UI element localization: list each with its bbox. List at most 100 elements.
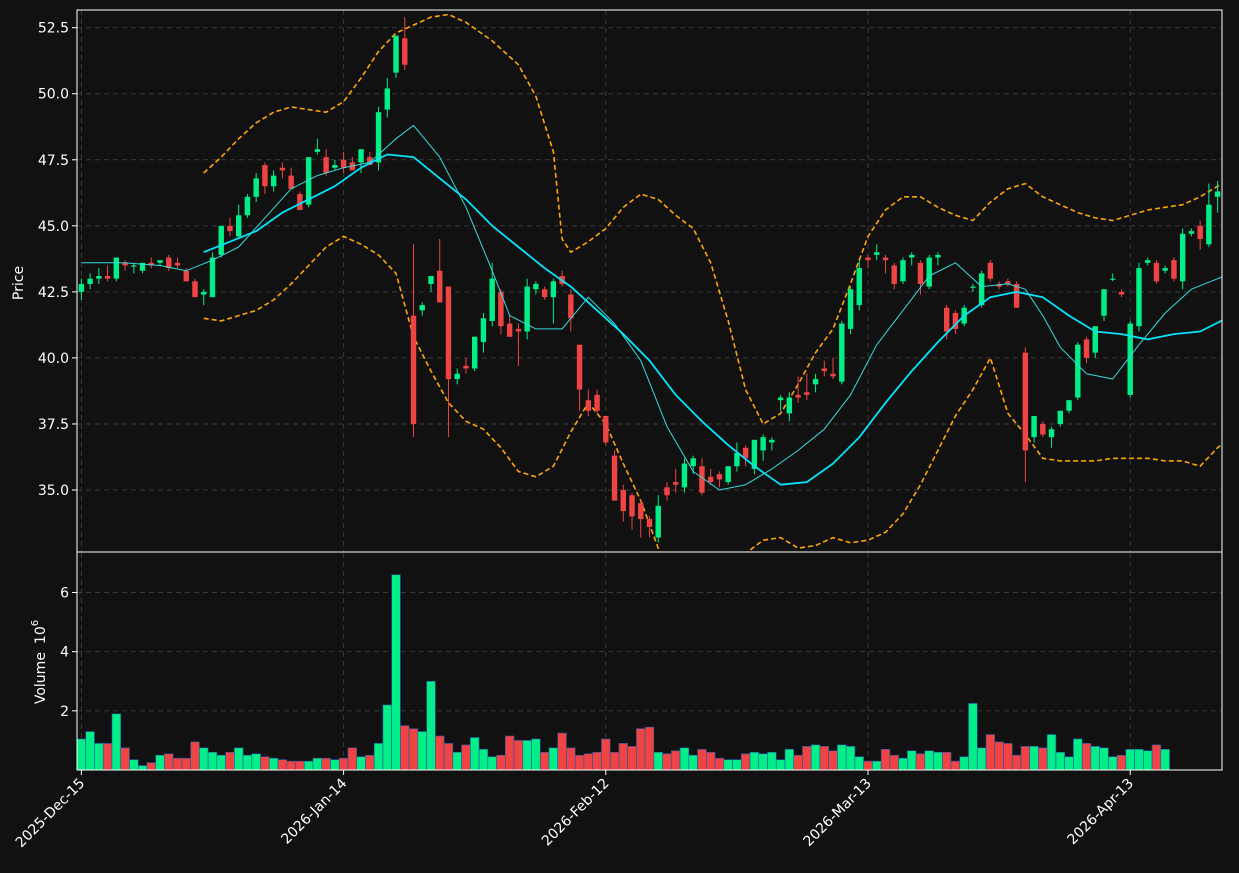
- volume-bar: [443, 743, 454, 770]
- volume-bar: [94, 743, 104, 770]
- candle-body: [1040, 423, 1046, 435]
- candle-body: [1075, 344, 1081, 398]
- volume-bar: [697, 748, 707, 770]
- candle-body: [297, 194, 303, 210]
- volume-bar: [880, 748, 891, 770]
- candle-body: [148, 262, 155, 266]
- candle-body: [218, 225, 224, 255]
- volume-bar: [129, 759, 139, 770]
- candle-body: [594, 394, 600, 411]
- volume-bar: [199, 747, 209, 770]
- volume-bar: [1046, 734, 1057, 770]
- volume-bar: [679, 747, 690, 770]
- volume-bar: [164, 753, 174, 770]
- volume-bar: [1134, 748, 1144, 770]
- volume-bar: [793, 754, 803, 770]
- price-tick-label: 40.0: [38, 351, 69, 367]
- volume-bar: [889, 754, 899, 770]
- candle-body: [1179, 233, 1186, 282]
- volume-bar: [539, 751, 550, 770]
- volume-bar: [102, 743, 113, 770]
- volume-bar: [146, 762, 156, 770]
- candle-body: [419, 305, 425, 311]
- candle-body: [716, 474, 723, 480]
- candle-body: [935, 254, 941, 258]
- candle-body: [384, 88, 390, 110]
- volume-axis-label: Volume: [33, 652, 49, 704]
- candle-body: [305, 157, 312, 205]
- volume-bar: [592, 751, 602, 770]
- volume-bar: [601, 738, 611, 770]
- volume-bar: [111, 713, 122, 770]
- sma-fast-line: [81, 124, 1222, 491]
- candle-body: [664, 487, 670, 496]
- volume-bar: [1020, 746, 1031, 770]
- candle-body: [1005, 281, 1011, 284]
- volume-bar: [959, 756, 969, 770]
- candle-body: [978, 273, 985, 306]
- candle-body: [471, 336, 478, 369]
- candle-body: [332, 165, 338, 168]
- candle-body: [620, 490, 626, 512]
- candle-body: [104, 276, 111, 279]
- volume-bar: [994, 741, 1004, 770]
- candle-body: [122, 262, 128, 266]
- candle-body: [87, 278, 93, 284]
- volume-bar: [487, 756, 497, 770]
- candle-body: [209, 257, 216, 298]
- volume-bar: [277, 759, 288, 770]
- volume-bar: [1055, 751, 1065, 770]
- candle-body: [629, 495, 635, 517]
- volume-bar: [609, 751, 620, 770]
- candle-body: [1206, 204, 1212, 245]
- candle-body: [1136, 268, 1142, 327]
- price-tick-label: 52.5: [38, 21, 69, 37]
- volume-tick-label: 2: [60, 704, 69, 720]
- candle-body: [882, 257, 889, 261]
- volume-bar: [1090, 746, 1100, 770]
- candle-body: [515, 328, 522, 332]
- volume-bar: [854, 756, 864, 770]
- volume-bar: [644, 726, 655, 770]
- volume-bar: [452, 751, 462, 770]
- volume-bar: [408, 728, 419, 770]
- candle-body: [428, 276, 434, 284]
- price-tick-label: 45.0: [38, 219, 69, 235]
- candle-body: [463, 365, 469, 369]
- candle-body: [192, 281, 198, 298]
- volume-bar: [461, 744, 471, 770]
- candle-body: [1101, 289, 1107, 316]
- candle-body: [804, 392, 810, 395]
- candle-body: [1083, 339, 1090, 358]
- candle-body: [454, 373, 460, 380]
- volume-bar: [845, 746, 856, 770]
- candle-body: [541, 289, 548, 298]
- volume-bar: [1160, 748, 1170, 770]
- volume-bar: [356, 756, 366, 770]
- candle-body: [611, 455, 618, 501]
- candle-body: [393, 35, 399, 73]
- volume-bar: [636, 728, 646, 770]
- candle-body: [358, 149, 364, 163]
- volume-bar: [775, 759, 786, 770]
- volume-bar: [216, 754, 226, 770]
- candle-body: [830, 373, 836, 377]
- volume-bar: [933, 751, 943, 770]
- candle-body: [235, 215, 242, 237]
- volume-bar: [740, 753, 751, 770]
- volume-bar: [1099, 747, 1109, 770]
- volume-bar: [260, 756, 270, 770]
- candle-body: [1118, 291, 1125, 295]
- candle-body: [568, 294, 574, 319]
- volume-grid: [77, 553, 1222, 770]
- volume-bar: [77, 738, 87, 770]
- price-tick-label: 37.5: [38, 417, 69, 433]
- volume-bar: [225, 751, 235, 770]
- candle-body: [917, 262, 924, 284]
- volume-bar: [286, 760, 296, 770]
- candle-body: [900, 260, 906, 282]
- candle-body: [1171, 260, 1177, 279]
- volume-bar: [330, 759, 340, 770]
- candle-body: [760, 437, 766, 451]
- volume-bar: [574, 754, 585, 770]
